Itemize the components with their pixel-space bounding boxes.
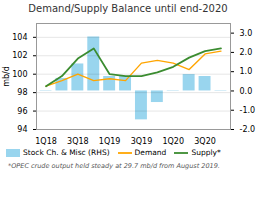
svg-text:102: 102 bbox=[12, 51, 27, 60]
svg-text:94: 94 bbox=[17, 125, 27, 134]
svg-text:3Q19: 3Q19 bbox=[131, 137, 153, 146]
html-text:Supply*: Supply* bbox=[191, 148, 221, 157]
html-text:Stock Ch. & Misc (RHS): Stock Ch. & Misc (RHS) bbox=[23, 148, 110, 157]
svg-text:104: 104 bbox=[12, 33, 27, 42]
svg-text:98: 98 bbox=[17, 88, 27, 97]
svg-text:1.0: 1.0 bbox=[240, 67, 253, 76]
svg-text:3Q20: 3Q20 bbox=[194, 137, 216, 146]
svg-text:-1.0: -1.0 bbox=[240, 106, 256, 115]
svg-text:1Q19: 1Q19 bbox=[99, 137, 121, 146]
html-text:Demand: Demand bbox=[134, 148, 167, 157]
svg-text:-2.0: -2.0 bbox=[240, 125, 256, 134]
svg-text:1Q18: 1Q18 bbox=[35, 137, 57, 146]
svg-text:mb/d: mb/d bbox=[2, 66, 11, 87]
html-text:Demand/Supply Balance until en: Demand/Supply Balance until end-2020 bbox=[28, 3, 228, 14]
svg-text:2.0: 2.0 bbox=[240, 48, 253, 57]
svg-text:3.0: 3.0 bbox=[240, 29, 253, 38]
svg-text:96: 96 bbox=[17, 107, 27, 116]
html-text:*OPEC crude output held steady: *OPEC crude output held steady at 29.7 m… bbox=[8, 162, 220, 170]
svg-text:3Q18: 3Q18 bbox=[67, 137, 89, 146]
svg-text:100: 100 bbox=[12, 70, 27, 79]
svg-text:0.0: 0.0 bbox=[240, 87, 253, 96]
svg-text:1Q20: 1Q20 bbox=[162, 137, 184, 146]
